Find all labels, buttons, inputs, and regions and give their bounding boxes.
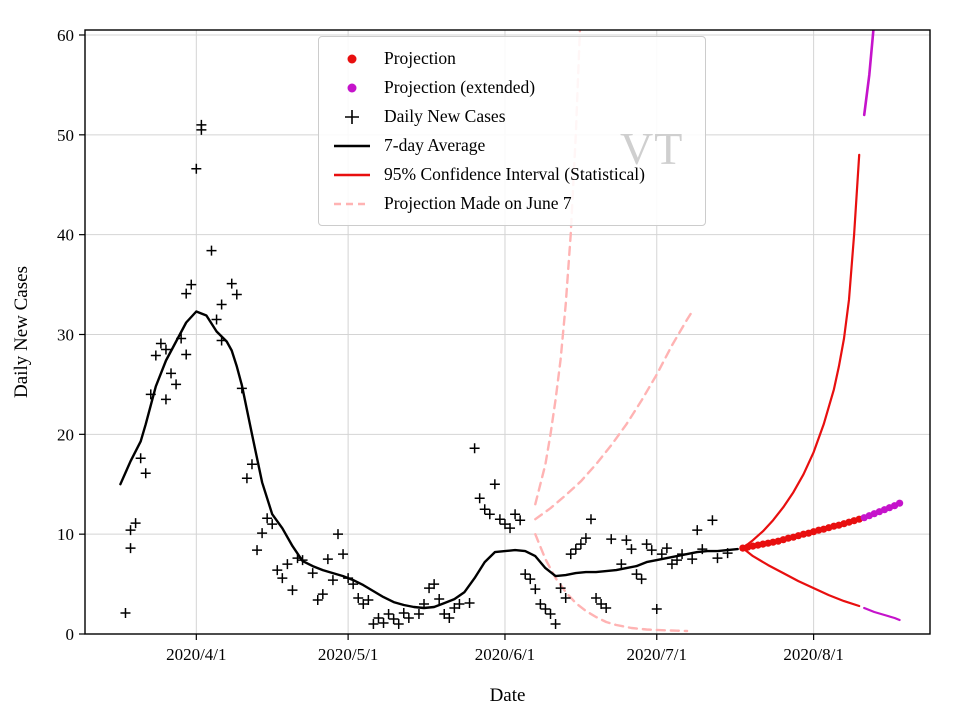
legend-marker-dashed-icon (334, 202, 370, 205)
y-tick-label: 50 (57, 126, 74, 145)
series-ci_upper (741, 153, 861, 550)
series-ci_upper_extended (862, 30, 875, 117)
legend-item: Daily New Cases (329, 102, 695, 131)
axes: 2020/4/1 2020/5/1 2020/6/1 2020/7/1 2020/8/1… (11, 26, 931, 706)
series-daily_new_cases (120, 119, 733, 630)
x-tick-label: 2020/4/1 (166, 645, 226, 664)
legend-marker-dot-icon (347, 54, 357, 63)
legend-label: Projection (384, 48, 456, 68)
legend-label: 95% Confidence Interval (Statistical) (384, 164, 645, 184)
legend-item: Projection (329, 44, 695, 73)
series-ci_lower (741, 546, 861, 608)
y-tick-label: 40 (57, 226, 74, 245)
y-tick-label: 60 (57, 26, 74, 45)
x-tick-label: 2020/6/1 (475, 645, 535, 664)
x-tick-label: 2020/7/1 (627, 645, 687, 664)
legend-label: Projection Made on June 7 (384, 193, 572, 213)
legend-label: Projection (extended) (384, 77, 536, 97)
x-tick-label: 2020/5/1 (318, 645, 378, 664)
y-tick-label: 30 (57, 325, 74, 344)
legend-label: Daily New Cases (384, 106, 506, 126)
series-projection (739, 515, 863, 552)
legend-item: Projection (extended) (329, 73, 695, 102)
legend-item: Projection Made on June 7 (329, 189, 695, 218)
series-avg7 (119, 310, 739, 610)
series-june7_projection_lower (534, 533, 689, 633)
watermark: VT (620, 123, 684, 174)
legend: Projection Projection (extended) Daily New… (318, 36, 706, 226)
y-tick-label: 20 (57, 425, 74, 444)
legend-marker-plus-icon (345, 109, 359, 124)
legend-marker-line-icon (334, 144, 370, 147)
y-tick-label: 10 (57, 525, 74, 544)
y-tick-label: 0 (66, 625, 75, 644)
y-axis-label: Daily New Cases (11, 266, 32, 398)
series-ci_lower_extended (863, 606, 901, 622)
x-tick-label: 2020/8/1 (783, 645, 843, 664)
series-projection_extended (860, 499, 904, 522)
legend-item: 95% Confidence Interval (Statistical) (329, 160, 695, 189)
legend-marker-line-icon (334, 173, 370, 176)
legend-label: 7-day Average (384, 135, 486, 155)
legend-item: 7-day Average (329, 131, 695, 160)
x-axis-label: Date (490, 685, 526, 706)
legend-marker-dot-icon (347, 83, 357, 92)
series-june7_projection_center (534, 310, 694, 521)
plot-frame (84, 29, 931, 635)
